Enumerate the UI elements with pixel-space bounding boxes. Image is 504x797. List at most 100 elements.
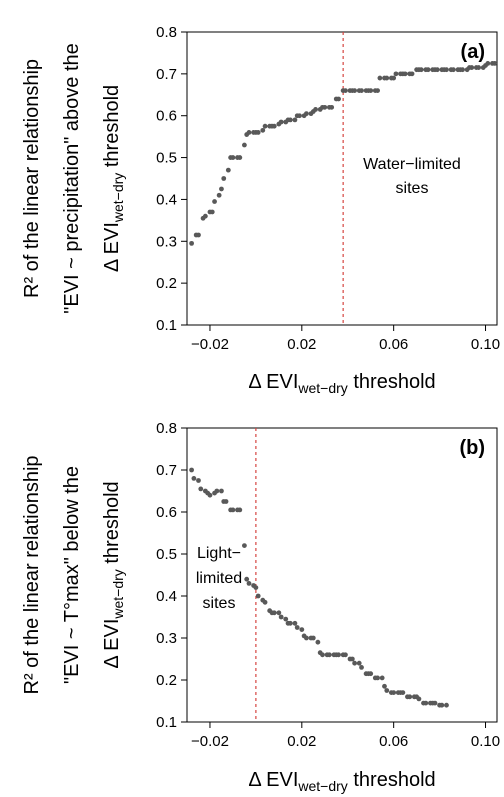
data-point [260, 127, 266, 133]
y-tick-label: 0.8 [156, 24, 177, 41]
y-tick-label: 0.8 [156, 420, 177, 437]
data-point [320, 652, 325, 658]
data-point [336, 96, 341, 102]
data-point [276, 610, 282, 616]
data-point [444, 67, 449, 73]
x-tick-label: −0.02 [191, 733, 229, 750]
data-point [432, 700, 438, 706]
data-point [242, 142, 247, 148]
data-point [283, 616, 289, 622]
data-point [196, 232, 201, 238]
data-point [299, 627, 305, 632]
y-tick-label: 0.3 [156, 630, 177, 647]
data-point [359, 88, 364, 93]
data-point [375, 675, 380, 681]
data-point [253, 585, 259, 590]
data-point [294, 625, 300, 630]
data-point [287, 117, 293, 123]
data-point [230, 507, 236, 513]
y-axis-label-line: Δ EVIwet−dry threshold [101, 481, 126, 668]
x-axis-label: Δ EVIwet−dry threshold [248, 371, 435, 396]
data-point [196, 478, 201, 483]
x-tick-label: −0.02 [191, 336, 229, 353]
data-point [322, 104, 328, 110]
data-point [402, 71, 408, 77]
x-tick-label: 0.10 [471, 336, 500, 353]
data-point [297, 113, 302, 119]
data-point [242, 543, 247, 548]
data-point [237, 507, 243, 513]
panel-label: (b) [459, 437, 485, 459]
data-point [212, 199, 217, 204]
data-point [492, 60, 498, 66]
data-point [336, 652, 341, 658]
x-tick-label: 0.06 [379, 336, 408, 353]
data-point [384, 75, 390, 81]
y-tick-label: 0.7 [156, 462, 177, 479]
data-point [359, 665, 364, 670]
x-tick-label: 0.02 [287, 733, 316, 750]
data-point [262, 599, 268, 605]
data-point [209, 209, 215, 215]
y-tick-label: 0.5 [156, 150, 177, 167]
data-point [379, 675, 385, 681]
data-point [189, 467, 194, 473]
data-point [375, 88, 380, 93]
data-point [214, 488, 220, 494]
x-tick-label: 0.06 [379, 733, 408, 750]
data-point [310, 635, 316, 641]
y-tick-label: 0.5 [156, 546, 177, 563]
chart-panel-a: 0.1 0.2 0.3 0.4 0.5 0.6 0.7 0.8 −0.02 0.02 0.06 0.1… [21, 24, 500, 396]
data-point [469, 65, 475, 70]
y-axis-label-line: R² of the linear relationship [21, 455, 43, 694]
data-point [191, 476, 197, 481]
data-point [292, 620, 298, 626]
data-point [377, 75, 383, 81]
data-point [368, 88, 374, 93]
data-point [198, 486, 204, 492]
y-axis-label-line: "EVI ~ T°max" below the [61, 466, 83, 684]
data-point [434, 67, 440, 73]
annotation-line: Water−limited [363, 156, 461, 173]
data-point [384, 688, 390, 693]
data-point [287, 620, 293, 626]
plot-frame [186, 31, 498, 326]
x-axis-label: Δ EVIwet−dry threshold [248, 769, 435, 794]
data-point [343, 652, 348, 658]
data-point [416, 696, 422, 702]
annotation-line: sites [203, 595, 236, 612]
data-point [255, 130, 261, 135]
y-axis-label-line: Δ EVIwet−dry threshold [101, 85, 126, 272]
y-tick-label: 0.2 [156, 275, 177, 292]
data-point [271, 123, 277, 129]
data-point [216, 192, 222, 198]
x-tick-label: 0.10 [471, 733, 500, 750]
panel-label: (a) [461, 41, 485, 63]
data-point [450, 67, 456, 73]
data-point [219, 186, 224, 192]
y-tick-label: 0.1 [156, 714, 177, 731]
x-tick-label: 0.02 [287, 336, 316, 353]
data-point [418, 67, 424, 73]
data-point [202, 213, 208, 219]
y-axis-label-line: "EVI ~ precipitation" above the [61, 43, 83, 313]
data-point [368, 671, 374, 677]
data-point [476, 65, 482, 70]
data-point [352, 88, 358, 93]
data-point [189, 240, 194, 246]
y-tick-label: 0.7 [156, 66, 177, 83]
data-point [278, 119, 284, 125]
data-point [444, 702, 449, 708]
y-tick-label: 0.6 [156, 504, 177, 521]
data-point [356, 660, 362, 666]
y-tick-label: 0.4 [156, 588, 177, 605]
data-point [223, 499, 229, 504]
data-point [329, 104, 335, 110]
data-point [225, 167, 231, 173]
data-point [352, 660, 358, 666]
data-point [391, 690, 397, 695]
annotation-line: sites [396, 180, 429, 197]
data-point [246, 581, 252, 586]
data-point [391, 75, 397, 81]
data-point [246, 130, 252, 135]
